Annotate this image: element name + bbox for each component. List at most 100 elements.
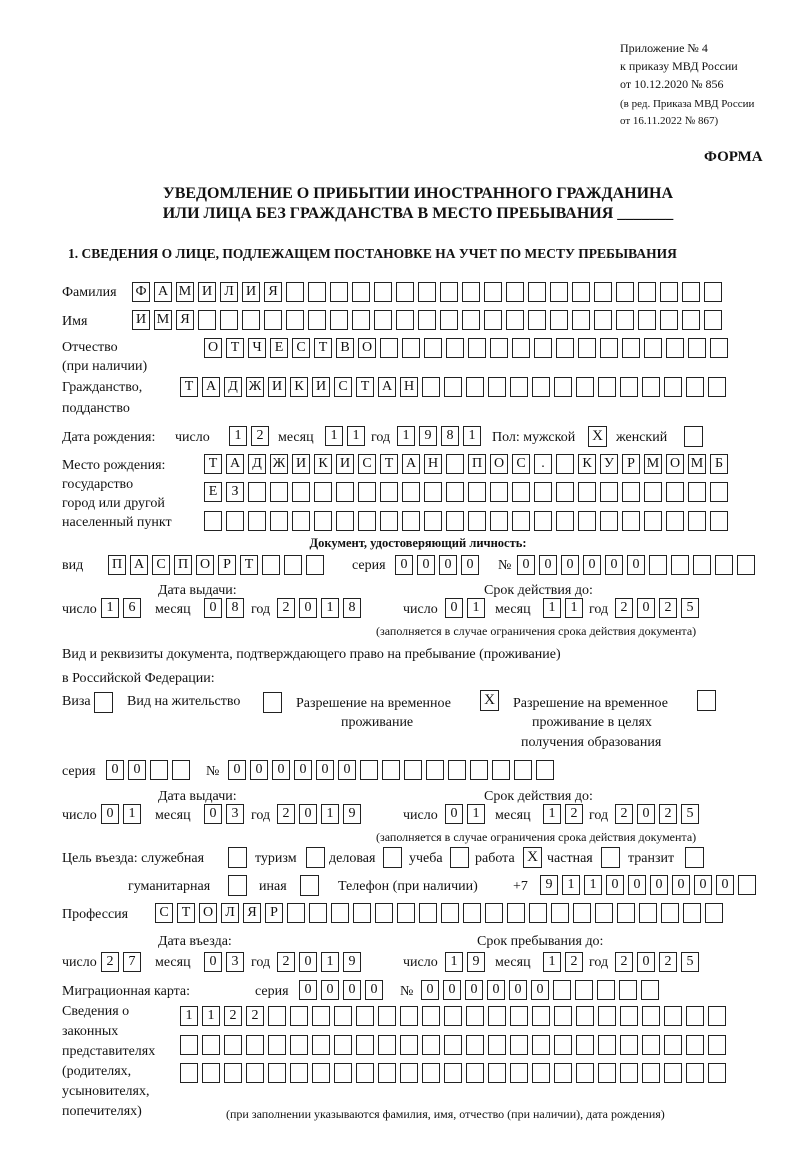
char-cell[interactable] — [202, 1035, 220, 1055]
char-cell[interactable] — [510, 1006, 528, 1026]
birthplace-field[interactable] — [204, 511, 728, 531]
char-cell[interactable] — [422, 377, 440, 397]
char-cell[interactable] — [666, 511, 684, 531]
char-cell[interactable] — [642, 377, 660, 397]
char-cell[interactable]: 0 — [299, 804, 317, 824]
char-cell[interactable] — [290, 1035, 308, 1055]
char-cell[interactable]: 1 — [347, 426, 365, 446]
char-cell[interactable] — [578, 511, 596, 531]
char-cell[interactable] — [575, 980, 593, 1000]
char-cell[interactable] — [224, 1035, 242, 1055]
char-cell[interactable] — [418, 310, 436, 330]
char-cell[interactable] — [715, 555, 733, 575]
char-cell[interactable] — [616, 310, 634, 330]
char-cell[interactable] — [594, 310, 612, 330]
male-checkbox[interactable]: X — [588, 426, 607, 447]
study-checkbox[interactable] — [450, 847, 469, 868]
char-cell[interactable] — [446, 511, 464, 531]
char-cell[interactable]: Т — [226, 338, 244, 358]
char-cell[interactable] — [286, 310, 304, 330]
char-cell[interactable]: 5 — [681, 952, 699, 972]
char-cell[interactable] — [309, 903, 327, 923]
residence-checkbox[interactable] — [263, 692, 282, 713]
char-cell[interactable]: Е — [204, 482, 222, 502]
char-cell[interactable] — [358, 482, 376, 502]
char-cell[interactable] — [334, 1063, 352, 1083]
char-cell[interactable]: Т — [204, 454, 222, 474]
char-cell[interactable]: О — [196, 555, 214, 575]
char-cell[interactable]: 0 — [583, 555, 601, 575]
char-cell[interactable] — [336, 511, 354, 531]
char-cell[interactable] — [488, 1006, 506, 1026]
char-cell[interactable] — [737, 555, 755, 575]
char-cell[interactable]: 1 — [463, 426, 481, 446]
char-cell[interactable]: 0 — [461, 555, 479, 575]
char-cell[interactable]: Н — [400, 377, 418, 397]
char-cell[interactable]: Б — [710, 454, 728, 474]
char-cell[interactable]: 0 — [338, 760, 356, 780]
visa-checkbox[interactable] — [94, 692, 113, 713]
char-cell[interactable] — [172, 760, 190, 780]
char-cell[interactable]: Ч — [248, 338, 266, 358]
char-cell[interactable]: Т — [356, 377, 374, 397]
char-cell[interactable] — [268, 1006, 286, 1026]
char-cell[interactable] — [688, 338, 706, 358]
char-cell[interactable]: 2 — [277, 804, 295, 824]
char-cell[interactable]: 1 — [397, 426, 415, 446]
char-cell[interactable] — [620, 1035, 638, 1055]
char-cell[interactable] — [380, 511, 398, 531]
char-cell[interactable] — [462, 310, 480, 330]
char-cell[interactable] — [488, 377, 506, 397]
char-cell[interactable]: 0 — [637, 598, 655, 618]
char-cell[interactable]: 0 — [204, 804, 222, 824]
char-cell[interactable] — [374, 310, 392, 330]
char-cell[interactable] — [484, 310, 502, 330]
char-cell[interactable]: 0 — [445, 804, 463, 824]
char-cell[interactable] — [268, 1035, 286, 1055]
char-cell[interactable] — [334, 1035, 352, 1055]
char-cell[interactable]: 0 — [299, 980, 317, 1000]
char-cell[interactable]: 0 — [637, 952, 655, 972]
char-cell[interactable] — [708, 1035, 726, 1055]
char-cell[interactable] — [490, 482, 508, 502]
char-cell[interactable] — [468, 482, 486, 502]
char-cell[interactable]: 0 — [465, 980, 483, 1000]
char-cell[interactable]: 9 — [540, 875, 558, 895]
char-cell[interactable]: Ж — [270, 454, 288, 474]
char-cell[interactable] — [578, 482, 596, 502]
char-cell[interactable] — [290, 1006, 308, 1026]
char-cell[interactable] — [660, 310, 678, 330]
char-cell[interactable] — [440, 310, 458, 330]
char-cell[interactable] — [649, 555, 667, 575]
char-cell[interactable] — [556, 482, 574, 502]
char-cell[interactable]: 2 — [615, 598, 633, 618]
char-cell[interactable] — [682, 310, 700, 330]
char-cell[interactable] — [444, 1063, 462, 1083]
char-cell[interactable] — [397, 903, 415, 923]
char-cell[interactable]: 0 — [101, 804, 119, 824]
char-cell[interactable] — [378, 1035, 396, 1055]
char-cell[interactable]: 0 — [605, 555, 623, 575]
char-cell[interactable] — [622, 511, 640, 531]
char-cell[interactable]: А — [402, 454, 420, 474]
char-cell[interactable]: 1 — [321, 952, 339, 972]
char-cell[interactable] — [466, 1006, 484, 1026]
char-cell[interactable]: 2 — [277, 952, 295, 972]
char-cell[interactable]: 9 — [467, 952, 485, 972]
char-cell[interactable]: 0 — [487, 980, 505, 1000]
char-cell[interactable]: О — [199, 903, 217, 923]
char-cell[interactable]: Е — [270, 338, 288, 358]
char-cell[interactable]: 0 — [294, 760, 312, 780]
char-cell[interactable] — [306, 555, 324, 575]
char-cell[interactable] — [528, 282, 546, 302]
char-cell[interactable]: М — [176, 282, 194, 302]
char-cell[interactable]: С — [152, 555, 170, 575]
char-cell[interactable]: 1 — [543, 952, 561, 972]
